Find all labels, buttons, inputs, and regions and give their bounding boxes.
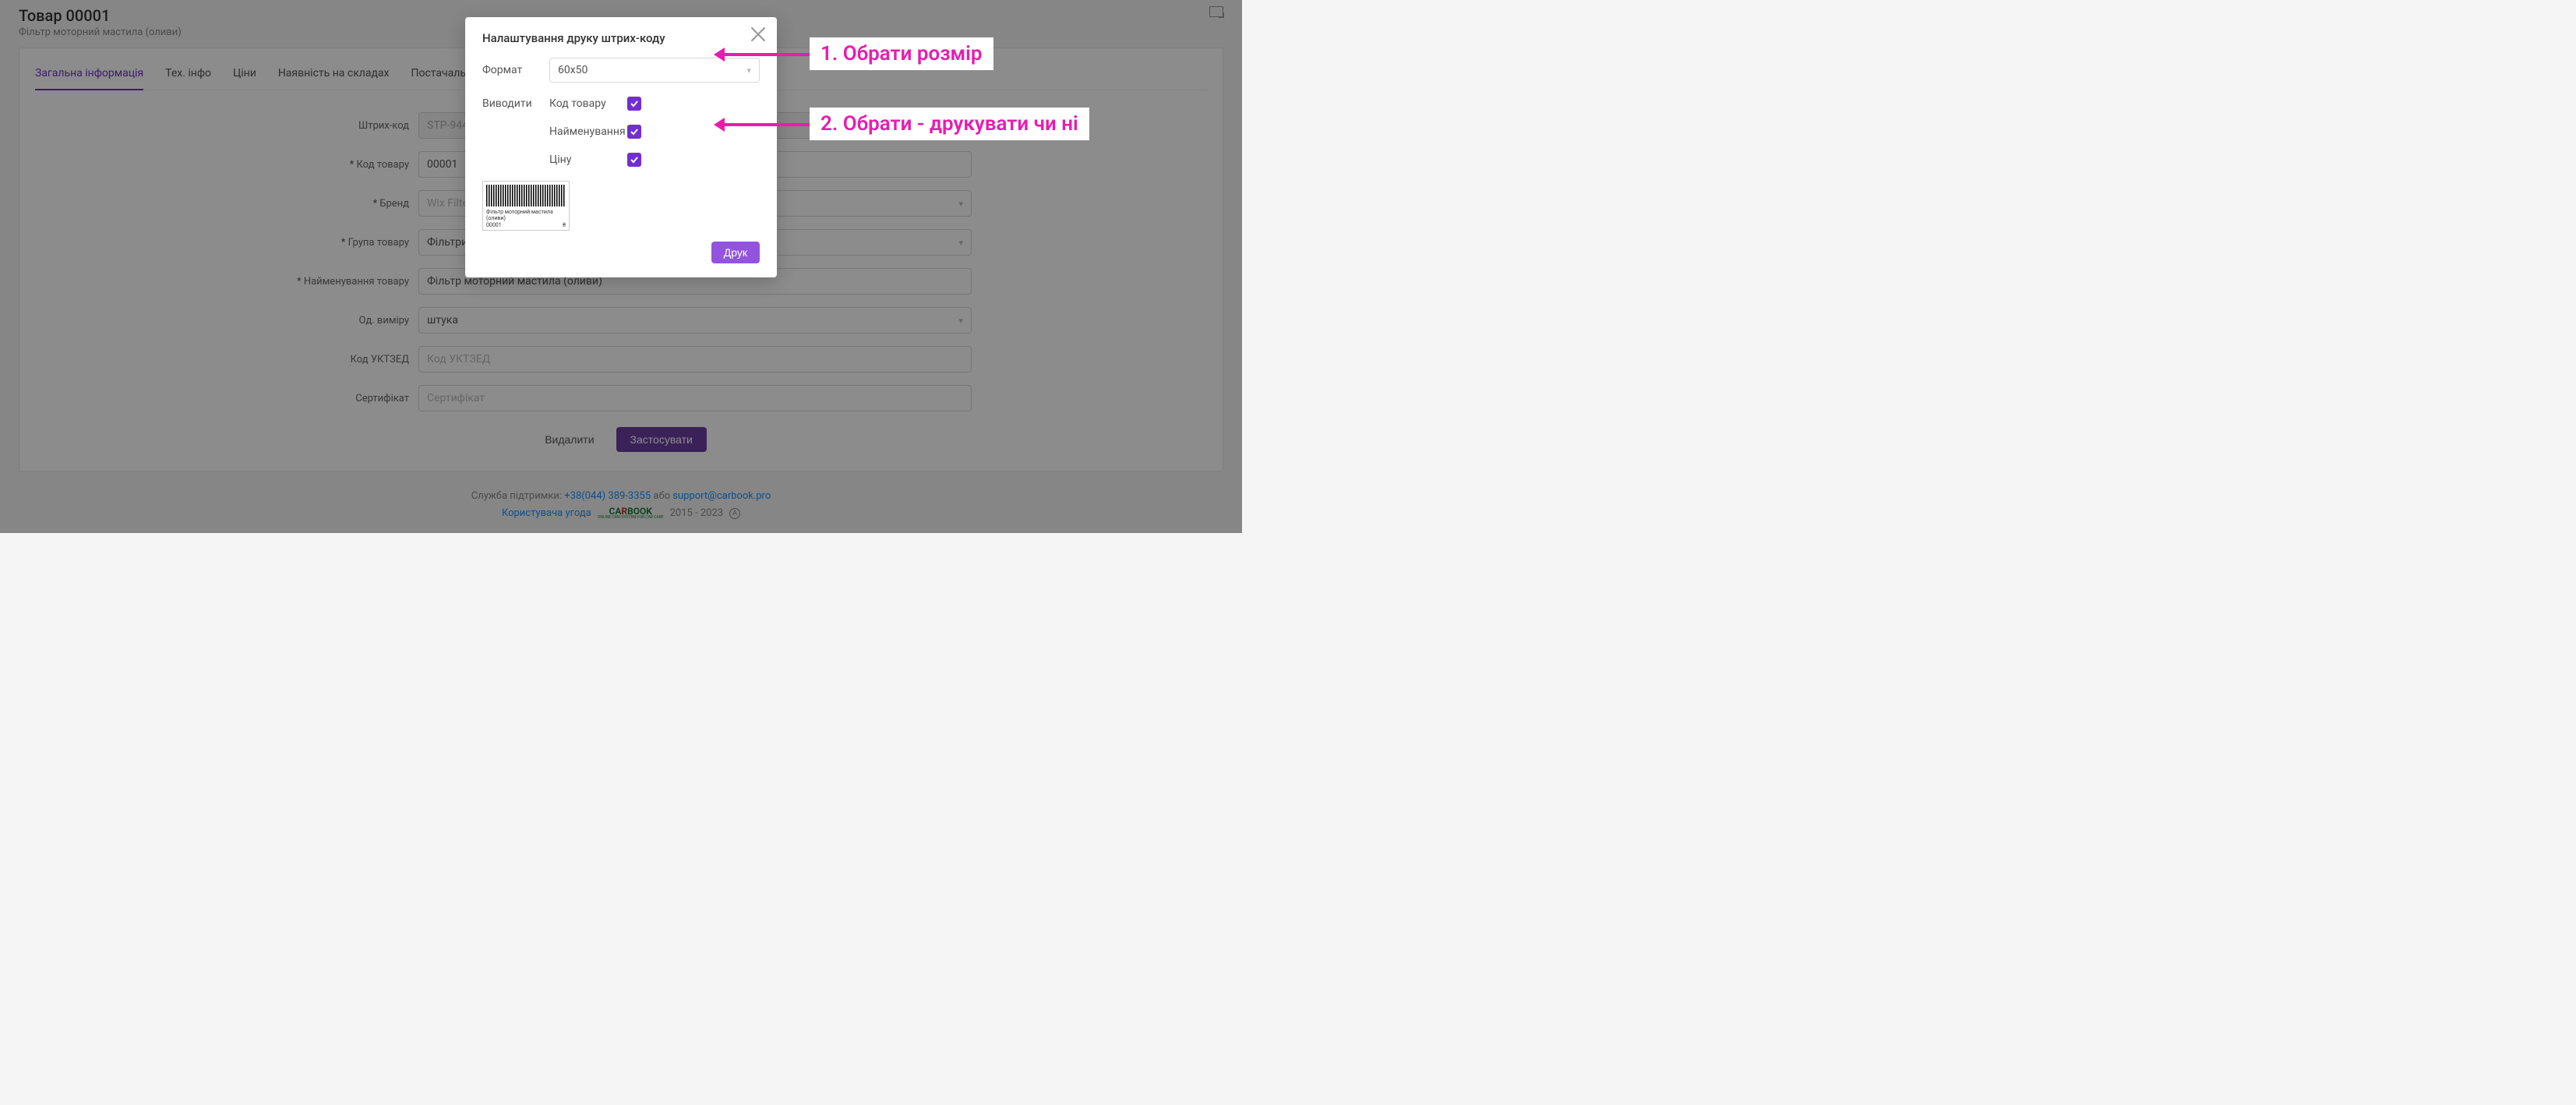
format-select[interactable]: 60x50 ▾ bbox=[549, 58, 760, 83]
annotation-arrow-2 bbox=[716, 123, 810, 126]
barcode-preview-price: ₴ bbox=[563, 222, 566, 228]
format-label: Формат bbox=[482, 64, 549, 76]
opt-code-checkbox[interactable] bbox=[627, 97, 641, 111]
opt-name-label: Найменування bbox=[549, 125, 627, 138]
barcode-preview: Фільтр моторний мастила (оливи) 00001 ₴ bbox=[482, 181, 570, 231]
annotation-1: 1. Обрати розмір bbox=[810, 37, 993, 70]
opt-price-label: Ціну bbox=[549, 154, 627, 166]
opt-price-checkbox[interactable] bbox=[627, 153, 641, 167]
annotation-2: 2. Обрати - друкувати чи ні bbox=[810, 108, 1089, 140]
barcode-lines bbox=[486, 185, 566, 207]
output-label: Виводити bbox=[482, 97, 549, 110]
close-icon[interactable] bbox=[750, 26, 766, 42]
barcode-print-modal: Налаштування друку штрих-коду Формат 60x… bbox=[465, 17, 777, 277]
page-root: Товар 00001 Фільтр моторний мастила (оли… bbox=[0, 0, 1242, 533]
opt-name-checkbox[interactable] bbox=[627, 125, 641, 139]
barcode-preview-code: 00001 bbox=[486, 222, 502, 228]
barcode-preview-name: Фільтр моторний мастила (оливи) bbox=[486, 209, 566, 222]
opt-code-label: Код товару bbox=[549, 97, 627, 110]
annotation-arrow-1 bbox=[716, 53, 810, 56]
chevron-down-icon: ▾ bbox=[746, 65, 751, 76]
print-button[interactable]: Друк bbox=[711, 242, 760, 263]
modal-title: Налаштування друку штрих-коду bbox=[482, 31, 760, 45]
